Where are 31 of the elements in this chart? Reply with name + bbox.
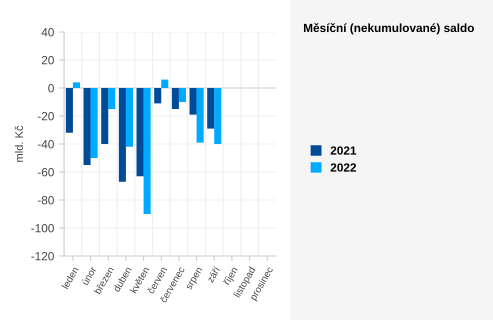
bar: [214, 88, 222, 144]
legend-label: 2022: [330, 163, 356, 172]
bar: [108, 88, 116, 109]
text: Měsíční (nekumulované) saldo: [304, 23, 474, 34]
bar: [154, 88, 162, 104]
y-tick-label: -20: [38, 112, 54, 120]
bar: [66, 88, 73, 133]
y-tick-label: -40: [38, 140, 54, 148]
y-tick-label: -60: [38, 168, 54, 176]
bar: [72, 82, 80, 88]
y-axis-title: mld. Kč: [14, 126, 23, 162]
y-tick-label: 0: [48, 84, 54, 92]
legend-label: 2021: [330, 146, 356, 155]
bar: [144, 88, 151, 214]
y-tick-label: -100: [31, 224, 54, 232]
y-tick-label: -80: [38, 196, 54, 204]
bar: [126, 88, 133, 147]
bar: [90, 88, 98, 158]
bar: [196, 88, 204, 143]
bar: [178, 88, 186, 102]
bar: [118, 88, 126, 182]
bar: [190, 88, 197, 115]
y-tick-label: 20: [42, 56, 54, 64]
bar: [101, 88, 108, 144]
bar: [207, 88, 214, 129]
bar: [84, 88, 91, 165]
bar: [172, 88, 179, 109]
y-tick-label: -120: [31, 252, 54, 260]
bar: [136, 88, 144, 176]
y-tick-label: 40: [42, 28, 54, 36]
bar: [161, 80, 168, 88]
